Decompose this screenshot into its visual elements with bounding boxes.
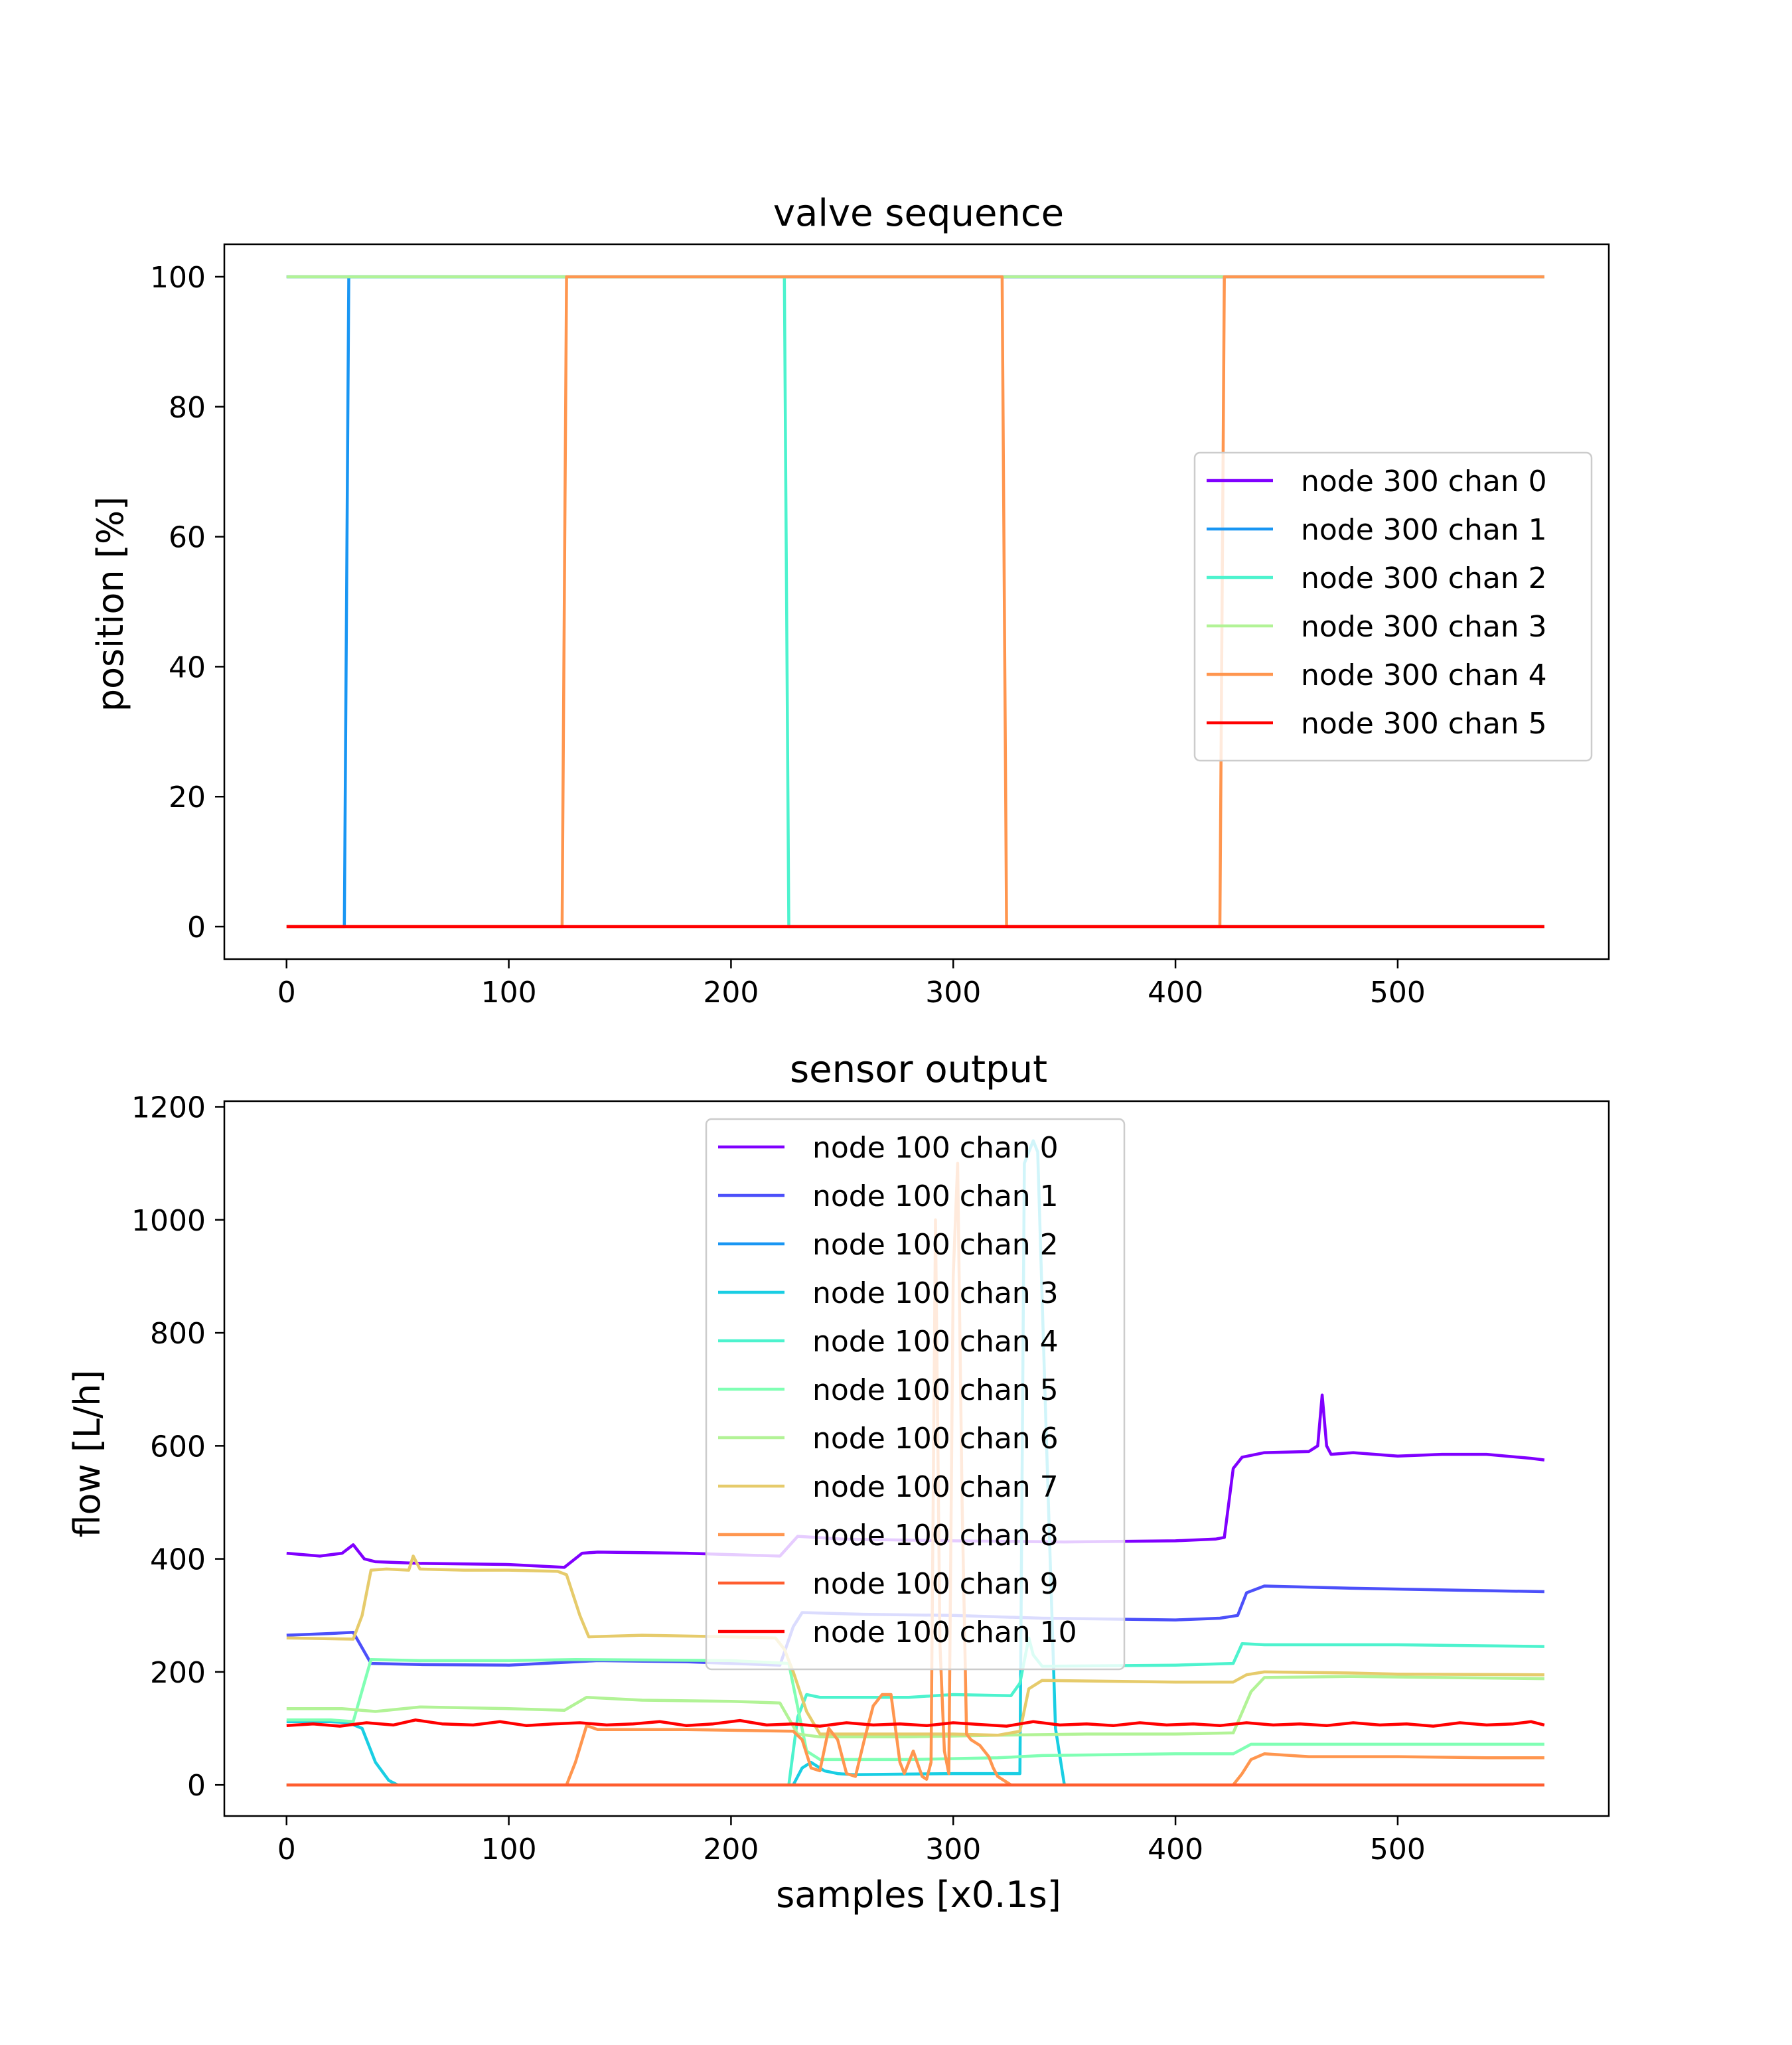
valve-legend-label: node 300 chan 0 [1301,465,1547,498]
sensor-xtick-label: 0 [277,1833,296,1866]
sensor-legend-label: node 100 chan 0 [812,1131,1059,1165]
valve-legend-label: node 300 chan 5 [1301,707,1547,741]
sensor-series-line-10 [286,1718,1545,1728]
sensor-xtick-label: 100 [481,1833,537,1866]
valve-legend-label: node 300 chan 1 [1301,513,1547,547]
valve-xtick-label: 200 [703,976,759,1010]
sensor-legend-label: node 100 chan 4 [812,1325,1059,1359]
sensor-legend-box [705,1118,1126,1671]
valve-sequence-axes: valve sequence position [%] 0 100 200 300 40… [90,192,1610,1010]
sensor-legend-label: node 100 chan 8 [812,1519,1059,1553]
sensor-ytick-label: 200 [150,1656,206,1690]
sensor-output-axes: sensor output flow [L/h] samples [x0.1s]… [66,1048,1610,1916]
valve-legend-label: node 300 chan 3 [1301,610,1547,644]
valve-series-line-4 [286,275,1544,929]
sensor-legend-label: node 100 chan 5 [812,1373,1059,1407]
sensor-xtick-label: 400 [1148,1833,1203,1866]
valve-ytick-label: 60 [169,521,206,555]
sensor-ytick-label: 0 [187,1769,206,1803]
sensor-legend-label: node 100 chan 9 [812,1567,1059,1601]
sensor-ytick-label: 600 [150,1430,206,1464]
valve-xtick-label: 400 [1148,976,1203,1010]
valve-legend-label: node 300 chan 2 [1301,562,1547,595]
sensor-xtick-label: 200 [703,1833,759,1866]
sensor-xtick-label: 300 [925,1833,981,1866]
valve-axes-frame [223,243,1610,960]
valve-xtick-label: 100 [481,976,537,1010]
sensor-legend-label: node 100 chan 1 [812,1179,1059,1213]
sensor-ytick-label: 1000 [131,1204,206,1238]
sensor-ytick-label: 1200 [131,1091,206,1125]
valve-legend-box [1193,451,1593,762]
valve-ytick-label: 0 [187,911,206,945]
sensor-legend-label: node 100 chan 7 [812,1470,1059,1504]
valve-xtick-label: 0 [277,976,296,1010]
sensor-ytick-label: 800 [150,1317,206,1351]
sensor-series-line-6 [286,1675,1544,1739]
sensor-xtick-label: 500 [1370,1833,1426,1866]
valve-ytick-label: 40 [169,650,206,684]
valve-ytick-label: 80 [169,391,206,425]
sensor-output-ylabel: flow [L/h] [66,1369,108,1537]
sensor-legend-label: node 100 chan 2 [812,1228,1059,1262]
valve-sequence-title: valve sequence [773,192,1064,235]
valve-legend-label: node 300 chan 4 [1301,658,1547,692]
sensor-series-line-5 [286,1657,1544,1762]
valve-sequence-plot-area [286,275,1544,929]
valve-ytick-label: 20 [169,781,206,814]
sensor-output-title: sensor output [790,1048,1047,1091]
sensor-legend-label: node 100 chan 3 [812,1276,1059,1310]
sensor-output-xlabel: samples [x0.1s] [776,1874,1061,1916]
sensor-legend-label: node 100 chan 10 [812,1616,1077,1649]
sensor-axes-frame [223,1100,1610,1817]
valve-xtick-label: 300 [925,976,981,1010]
valve-sequence-ylabel: position [%] [90,496,131,712]
valve-xtick-label: 500 [1370,976,1426,1010]
sensor-ytick-label: 400 [150,1543,206,1577]
sensor-legend-label: node 100 chan 6 [812,1422,1059,1456]
valve-ytick-label: 100 [150,261,206,295]
